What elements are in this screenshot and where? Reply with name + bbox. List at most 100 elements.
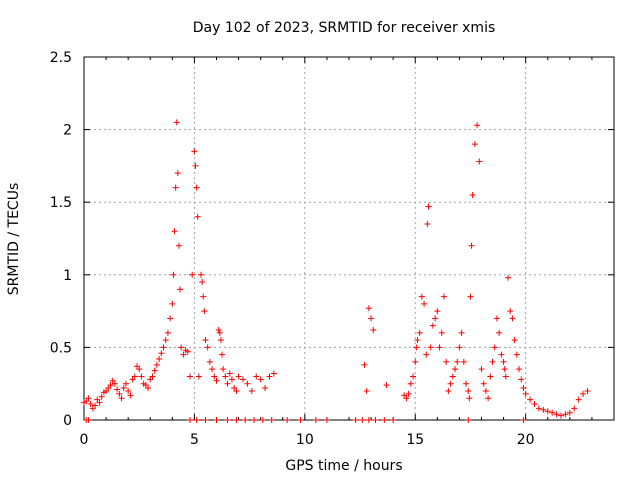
data-point <box>174 170 181 177</box>
data-point <box>270 370 277 377</box>
data-point <box>233 417 240 423</box>
data-point <box>471 141 478 148</box>
data-point <box>463 380 470 387</box>
data-point <box>447 380 454 387</box>
data-point <box>445 387 452 394</box>
data-point <box>410 373 417 380</box>
data-point <box>240 376 246 383</box>
data-point <box>370 326 377 333</box>
y-tick-label: 0.5 <box>50 340 72 356</box>
data-point <box>423 351 430 358</box>
data-point <box>323 417 330 423</box>
data-point <box>466 395 473 402</box>
data-point <box>111 380 118 387</box>
data-point <box>381 417 388 423</box>
data-point <box>427 344 434 351</box>
data-point <box>215 326 222 333</box>
data-point <box>436 344 443 351</box>
x-tick-label: 5 <box>190 432 199 448</box>
data-point <box>204 344 211 351</box>
data-point <box>116 390 123 397</box>
data-point <box>242 417 249 423</box>
data-point <box>167 315 174 322</box>
data-point <box>187 373 193 380</box>
data-point <box>580 390 587 397</box>
data-point <box>368 315 375 322</box>
data-point <box>162 337 169 344</box>
data-point <box>469 191 476 198</box>
gridlines <box>84 57 614 420</box>
data-point <box>416 329 423 336</box>
data-point <box>175 242 182 249</box>
data-point <box>454 358 461 365</box>
data-point <box>297 417 304 423</box>
data-point <box>498 351 505 358</box>
data-point <box>156 356 163 363</box>
data-point <box>233 387 240 394</box>
data-point <box>509 315 516 322</box>
data-point <box>359 417 366 423</box>
data-point <box>206 358 213 365</box>
y-tick-label: 2.5 <box>50 50 72 66</box>
data-point <box>352 417 359 423</box>
data-point <box>518 376 525 383</box>
data-point <box>460 358 467 365</box>
data-point <box>125 387 132 394</box>
data-point <box>217 337 224 344</box>
x-tick-label: 0 <box>80 432 89 448</box>
data-point <box>449 373 456 380</box>
y-tick-label: 2 <box>63 123 72 139</box>
data-point <box>571 405 578 412</box>
data-point <box>372 417 379 423</box>
data-point <box>500 358 507 365</box>
data-point <box>98 393 105 400</box>
data-point <box>224 417 231 423</box>
data-point <box>192 162 199 169</box>
data-point <box>224 380 231 387</box>
data-point <box>507 308 514 315</box>
data-point <box>120 385 127 392</box>
data-point <box>257 376 264 383</box>
data-point <box>434 308 441 315</box>
data-point <box>403 395 410 402</box>
data-point <box>365 417 372 423</box>
axis-ticks <box>83 56 614 421</box>
data-point <box>193 184 200 191</box>
data-point <box>107 382 114 389</box>
data-point <box>458 329 465 336</box>
data-point <box>219 351 226 358</box>
data-point <box>201 308 208 315</box>
data-point <box>531 401 538 408</box>
data-point <box>213 417 220 423</box>
data-point <box>194 213 201 220</box>
data-point <box>407 380 414 387</box>
data-point <box>211 373 218 380</box>
data-point <box>566 409 573 416</box>
data-point <box>191 148 198 155</box>
data-point <box>228 376 235 383</box>
data-point <box>253 373 260 380</box>
data-point <box>383 382 390 389</box>
data-point <box>118 395 125 402</box>
data-point <box>429 322 436 329</box>
data-point <box>412 358 419 365</box>
data-point <box>114 386 121 393</box>
data-points <box>81 119 591 423</box>
data-point <box>505 274 511 281</box>
data-point <box>452 366 458 373</box>
data-point <box>312 417 319 423</box>
data-point <box>172 184 179 191</box>
data-point <box>177 286 184 293</box>
data-point <box>425 203 432 210</box>
y-tick-label: 1.5 <box>50 195 72 211</box>
data-point <box>85 395 92 402</box>
x-tick-label: 20 <box>517 432 535 448</box>
data-point <box>222 373 229 380</box>
data-point <box>171 228 178 235</box>
data-point <box>465 417 472 423</box>
data-point <box>262 385 269 392</box>
data-point <box>544 408 551 415</box>
data-point <box>513 351 520 358</box>
data-point <box>443 358 450 365</box>
data-point <box>284 417 291 423</box>
